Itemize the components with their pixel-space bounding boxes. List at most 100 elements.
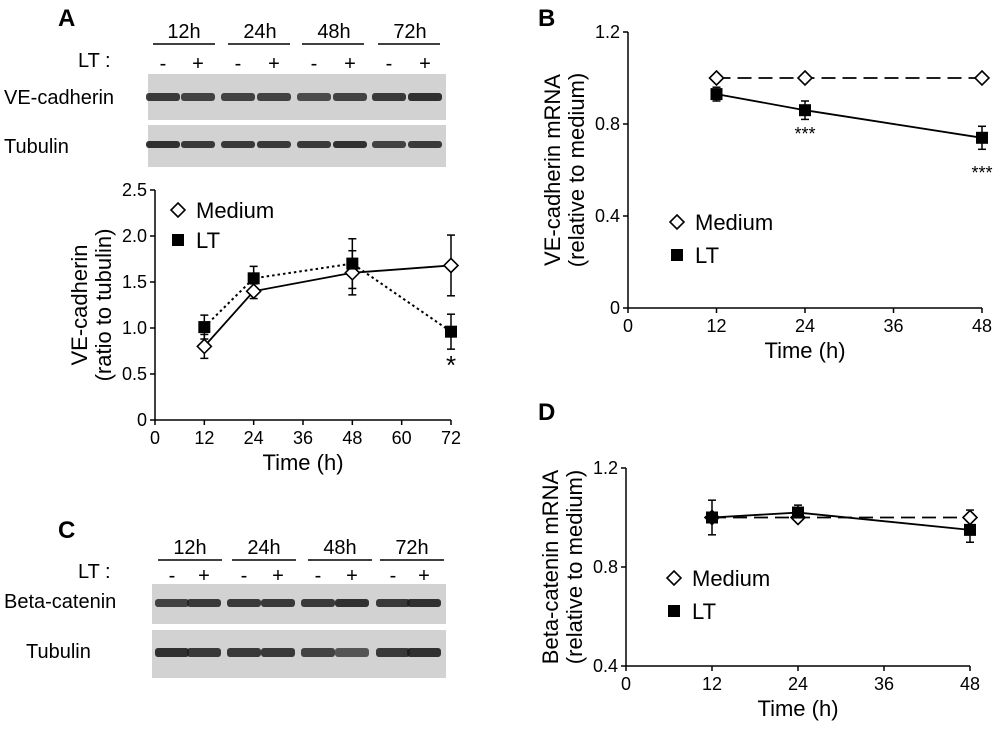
y-axis-title: Beta-catenin mRNA [538, 469, 563, 664]
lane-sign-2: + [192, 53, 204, 75]
legend-marker-medium [668, 213, 686, 231]
blot-a-time-12h: 12h [167, 21, 200, 43]
x-tick-label: 48 [342, 428, 362, 448]
x-tick-label: 36 [293, 428, 313, 448]
x-tick-label: 60 [392, 428, 412, 448]
data-point-lt [445, 325, 457, 338]
x-tick-label: 36 [883, 316, 903, 336]
band-row2-lane3 [227, 648, 261, 657]
data-point-lt [792, 506, 804, 519]
x-tick-label: 24 [795, 316, 815, 336]
legend-label-medium: Medium [692, 566, 770, 591]
data-point-lt [710, 88, 723, 101]
lane-sign-8: + [418, 565, 430, 587]
band-row2-lane7 [376, 648, 410, 657]
band-row2-lane6 [333, 141, 367, 148]
blot-c-time-72h: 72h [395, 537, 428, 559]
lane-sign-7: - [390, 565, 397, 587]
data-point-medium [442, 257, 460, 274]
x-axis-title: Time (h) [757, 696, 838, 721]
panel-label-b: B [538, 5, 555, 32]
legend-label-lt: LT [692, 599, 716, 624]
y-tick-label: 1.2 [593, 458, 618, 478]
x-tick-label: 36 [874, 674, 894, 694]
band-row2-lane2 [187, 648, 221, 657]
data-point-lt [799, 104, 811, 117]
blot-c-beta-catenin-label: Beta-catenin [4, 591, 116, 613]
legend-label-lt: LT [695, 243, 719, 268]
chart-a: 0 0.5 1.0 1.5 2.0 2.5 0 12 24 36 48 60 72 Time (h) VE-… [67, 180, 461, 475]
y-tick-label: 0.4 [593, 656, 618, 676]
lane-sign-4: + [272, 565, 284, 587]
y-axis-title: VE-cadherin mRNA [540, 74, 565, 266]
series-line-lt [711, 511, 971, 531]
blot-a-time-24h: 24h [243, 21, 276, 43]
legend-marker-medium [169, 201, 187, 219]
lane-sign-8: + [419, 53, 431, 75]
lane-sign-7: - [386, 53, 393, 75]
lane-sign-6: + [344, 53, 356, 75]
data-point-lt [976, 131, 988, 144]
y-tick-label: 1.5 [122, 272, 147, 292]
y-axis-subtitle: (ratio to tubulin) [91, 229, 116, 382]
blot-c-tubulin-label: Tubulin [26, 641, 91, 663]
y-tick-label: 0 [137, 410, 147, 430]
y-tick-label: 0.5 [122, 364, 147, 384]
series-line-medium [203, 264, 452, 347]
band-row1-lane1 [146, 93, 180, 101]
band-row1-lane2 [187, 599, 221, 607]
y-tick-label: 1.2 [595, 22, 620, 42]
blot-a-lt-label: LT : [78, 50, 111, 72]
band-row1-lane4 [261, 599, 295, 607]
band-row1-lane5 [297, 93, 331, 101]
band-row2-lane1 [155, 648, 189, 657]
lane-sign-3: - [241, 565, 248, 587]
legend-label-lt: LT [196, 228, 220, 253]
x-tick-label: 72 [441, 428, 461, 448]
data-point-lt [247, 272, 260, 285]
band-row2-lane1 [146, 141, 180, 148]
band-row1-lane3 [227, 599, 261, 607]
lane-sign-1: - [169, 565, 176, 587]
x-tick-label: 12 [194, 428, 214, 448]
blot-a-time-48h: 48h [317, 21, 350, 43]
western-blot-c: 12h 24h 48h 72h LT : - + - + - + - + Beta-caten… [4, 537, 446, 678]
band-row2-lane3 [221, 141, 255, 148]
significance-mark: * [446, 350, 456, 380]
band-row1-lane2 [181, 93, 215, 101]
band-row2-lane8 [408, 141, 442, 148]
data-point-medium [961, 509, 979, 526]
x-tick-label: 48 [960, 674, 980, 694]
y-tick-label: 0.4 [595, 206, 620, 226]
data-point-medium [796, 69, 814, 87]
x-tick-label: 0 [621, 674, 631, 694]
band-row2-lane2 [181, 141, 215, 148]
panel-label-d: D [538, 399, 555, 426]
panel-label-a: A [58, 5, 75, 32]
band-row2-lane7 [372, 141, 406, 148]
data-point-medium [973, 69, 991, 87]
legend-label-medium: Medium [695, 210, 773, 235]
data-point-medium [245, 283, 262, 300]
y-tick-label: 0.8 [593, 557, 618, 577]
blot-a-ve-cadherin-label: VE-cadherin [4, 87, 114, 109]
blot-c-time-48h: 48h [323, 537, 356, 559]
legend-marker-medium [665, 569, 683, 587]
lane-sign-2: + [198, 565, 210, 587]
x-tick-label: 24 [244, 428, 264, 448]
lane-sign-3: - [235, 53, 242, 75]
x-tick-label: 24 [788, 674, 808, 694]
band-row1-lane1 [155, 599, 189, 607]
blot-a-tubulin-label: Tubulin [4, 136, 69, 158]
legend-marker-lt [671, 249, 683, 261]
lane-sign-4: + [268, 53, 280, 75]
y-axis-subtitle: (relative to medium) [564, 73, 589, 267]
chart-b: 0 0.4 0.8 1.2 0 12 24 36 48 Time (h) VE-cadherin m… [540, 22, 993, 363]
x-tick-label: 48 [972, 316, 992, 336]
band-row2-lane8 [407, 648, 441, 657]
significance-mark: *** [971, 163, 992, 183]
series-line-lt [716, 93, 983, 139]
x-axis-title: Time (h) [262, 450, 343, 475]
band-row2-lane6 [335, 648, 369, 657]
